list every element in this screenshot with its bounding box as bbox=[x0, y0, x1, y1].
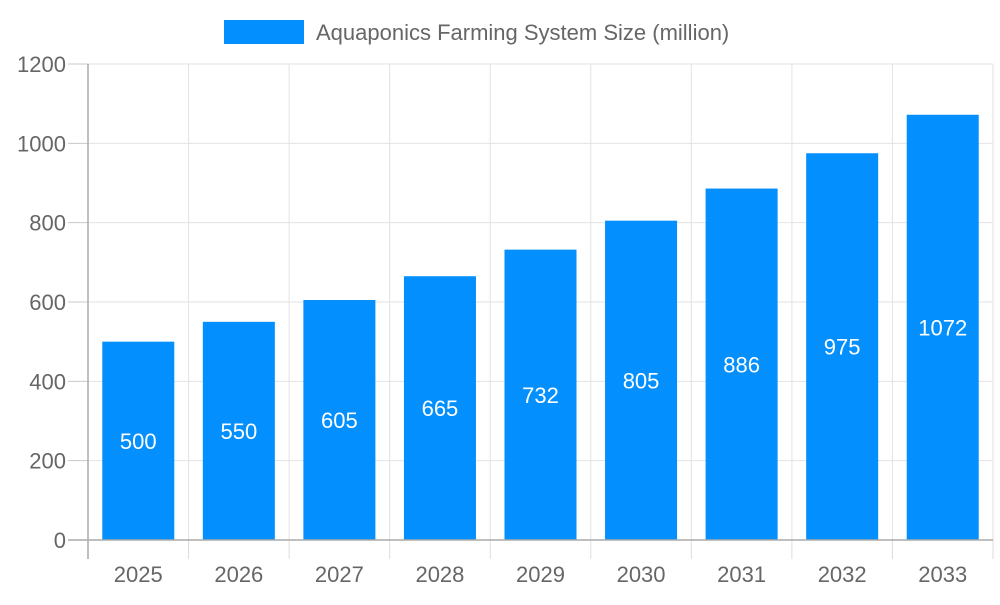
legend-label: Aquaponics Farming System Size (million) bbox=[316, 20, 729, 45]
data-label: 605 bbox=[321, 408, 358, 433]
y-tick-label: 600 bbox=[29, 290, 66, 315]
x-tick-label: 2033 bbox=[918, 562, 967, 587]
bar-2033 bbox=[906, 114, 979, 541]
bar-2031 bbox=[705, 188, 778, 540]
legend-swatch bbox=[224, 20, 304, 44]
bar-2027 bbox=[303, 300, 376, 540]
x-tick-label: 2025 bbox=[114, 562, 163, 587]
bar-2030 bbox=[605, 220, 678, 540]
y-tick-label: 0 bbox=[54, 528, 66, 553]
bar-2026 bbox=[202, 321, 275, 540]
bar-2025 bbox=[102, 341, 175, 540]
y-tick-label: 400 bbox=[29, 369, 66, 394]
data-label: 805 bbox=[623, 368, 660, 393]
bar-2029 bbox=[504, 249, 577, 540]
y-tick-label: 800 bbox=[29, 211, 66, 236]
bar-2032 bbox=[806, 153, 879, 540]
x-tick-label: 2032 bbox=[818, 562, 867, 587]
data-label: 975 bbox=[824, 335, 861, 360]
x-tick-label: 2026 bbox=[214, 562, 263, 587]
data-label: 550 bbox=[220, 419, 257, 444]
y-tick-label: 1200 bbox=[17, 52, 66, 77]
x-tick-label: 2029 bbox=[516, 562, 565, 587]
y-tick-label: 1000 bbox=[17, 131, 66, 156]
data-label: 1072 bbox=[918, 315, 967, 340]
data-label: 886 bbox=[723, 352, 760, 377]
data-label: 500 bbox=[120, 429, 157, 454]
y-tick-label: 200 bbox=[29, 449, 66, 474]
x-tick-label: 2028 bbox=[415, 562, 464, 587]
x-tick-label: 2031 bbox=[717, 562, 766, 587]
data-label: 665 bbox=[422, 396, 459, 421]
data-label: 732 bbox=[522, 383, 559, 408]
bar-2028 bbox=[403, 276, 476, 540]
x-tick-label: 2030 bbox=[617, 562, 666, 587]
x-tick-label: 2027 bbox=[315, 562, 364, 587]
